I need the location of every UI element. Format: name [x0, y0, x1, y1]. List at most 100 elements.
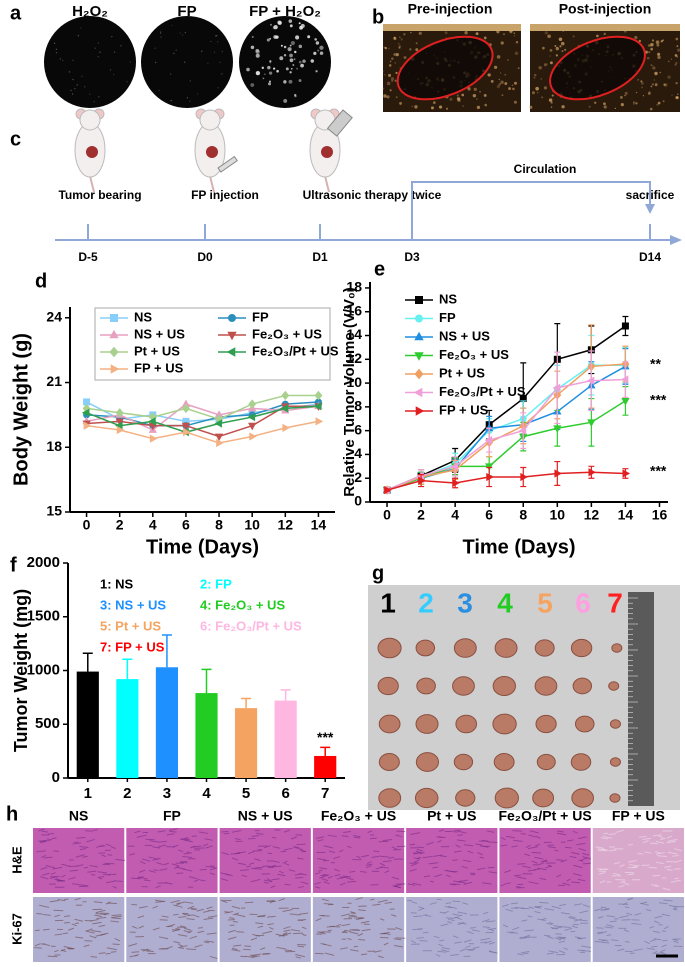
error-bar	[82, 652, 93, 672]
tissue-texture	[467, 850, 474, 854]
tissue-texture	[236, 931, 245, 933]
x-tick-label: 1	[84, 785, 92, 802]
tissue-texture	[544, 908, 555, 911]
speckle	[268, 82, 272, 86]
tissue-texture	[551, 926, 562, 930]
tissue-texture	[282, 909, 293, 912]
speckle	[617, 29, 620, 32]
tissue-texture	[366, 865, 372, 869]
speckle	[300, 63, 304, 68]
speckle	[129, 61, 132, 63]
tissue-image	[592, 828, 684, 893]
speckle	[603, 105, 607, 109]
legend-label: NS + US	[134, 326, 185, 341]
speckle	[675, 37, 679, 41]
speckle	[418, 31, 422, 35]
tissue-texture	[409, 868, 417, 872]
tissue-texture	[546, 935, 554, 939]
tissue-texture	[202, 843, 209, 847]
tumor	[452, 676, 475, 696]
tissue-texture	[537, 918, 546, 922]
tissue-texture	[231, 949, 241, 952]
speckle	[313, 51, 317, 55]
tissue-texture	[663, 925, 669, 930]
speckle	[294, 93, 297, 97]
speckle	[675, 82, 678, 85]
speckle	[109, 69, 112, 71]
tissue-texture	[255, 922, 264, 925]
mouse-tail	[209, 175, 215, 193]
y-tick-label: 6	[354, 421, 362, 437]
tissue-texture	[54, 949, 59, 953]
tissue-texture	[440, 923, 449, 927]
speckle	[314, 38, 317, 41]
tissue-texture	[110, 846, 116, 849]
speckle	[216, 41, 219, 43]
tumor-region	[397, 36, 493, 100]
speckle	[99, 51, 101, 53]
marker	[226, 347, 236, 357]
tissue-texture	[129, 853, 135, 856]
tissue-texture	[267, 923, 274, 926]
skin-band	[383, 24, 521, 31]
speckle	[536, 91, 539, 94]
tissue-texture	[436, 836, 442, 838]
tissue-texture	[343, 830, 351, 833]
tissue-texture	[278, 898, 285, 902]
speckle	[384, 74, 386, 76]
speckle	[432, 101, 436, 104]
marker	[115, 408, 124, 418]
tissue-texture	[417, 846, 424, 849]
tissue-texture	[674, 848, 682, 852]
tissue-texture	[263, 844, 271, 849]
speckle	[500, 41, 504, 45]
speckle	[410, 31, 412, 34]
tissue-texture	[283, 929, 291, 932]
tissue-texture	[608, 833, 616, 836]
tissue-texture	[231, 857, 239, 861]
tissue-texture	[672, 854, 679, 857]
tissue-texture	[205, 865, 216, 869]
speckle	[659, 71, 662, 74]
marker	[621, 398, 630, 406]
tissue-texture	[652, 874, 660, 877]
group-number: 7	[607, 587, 623, 618]
tissue-texture	[609, 920, 617, 923]
tissue-texture	[674, 877, 679, 880]
tissue-texture	[482, 919, 490, 923]
mouse-head	[199, 109, 221, 131]
tissue-texture	[131, 877, 141, 880]
tissue-texture	[224, 911, 230, 913]
speckle	[603, 102, 606, 106]
marker	[214, 419, 222, 428]
tumor	[492, 675, 517, 697]
tissue-texture	[444, 906, 452, 909]
speckle	[475, 32, 479, 36]
tissue-texture	[602, 848, 608, 851]
tissue-texture	[43, 856, 53, 859]
speckle	[397, 42, 400, 45]
x-axis-title: Time (Days)	[462, 536, 575, 558]
tissue-texture	[672, 938, 681, 940]
tissue-image	[406, 828, 498, 893]
tissue-texture	[209, 955, 218, 960]
mouse-head	[79, 109, 101, 131]
tissue-texture	[79, 845, 89, 849]
tissue-texture	[623, 929, 630, 933]
tissue-texture	[54, 878, 60, 882]
speckle	[484, 103, 488, 107]
tissue-texture	[434, 874, 443, 878]
tissue-texture	[182, 856, 193, 859]
tissue-texture	[450, 953, 459, 956]
tissue-texture	[597, 932, 604, 935]
tissue-texture	[649, 939, 656, 943]
tissue-texture	[481, 839, 489, 843]
tissue-texture	[556, 859, 564, 861]
marker	[248, 399, 257, 409]
speckle	[76, 84, 78, 86]
speckle	[603, 32, 607, 35]
speckle	[549, 49, 553, 52]
skin-band	[530, 24, 680, 31]
tissue-texture	[600, 868, 607, 871]
speckle	[663, 83, 666, 86]
